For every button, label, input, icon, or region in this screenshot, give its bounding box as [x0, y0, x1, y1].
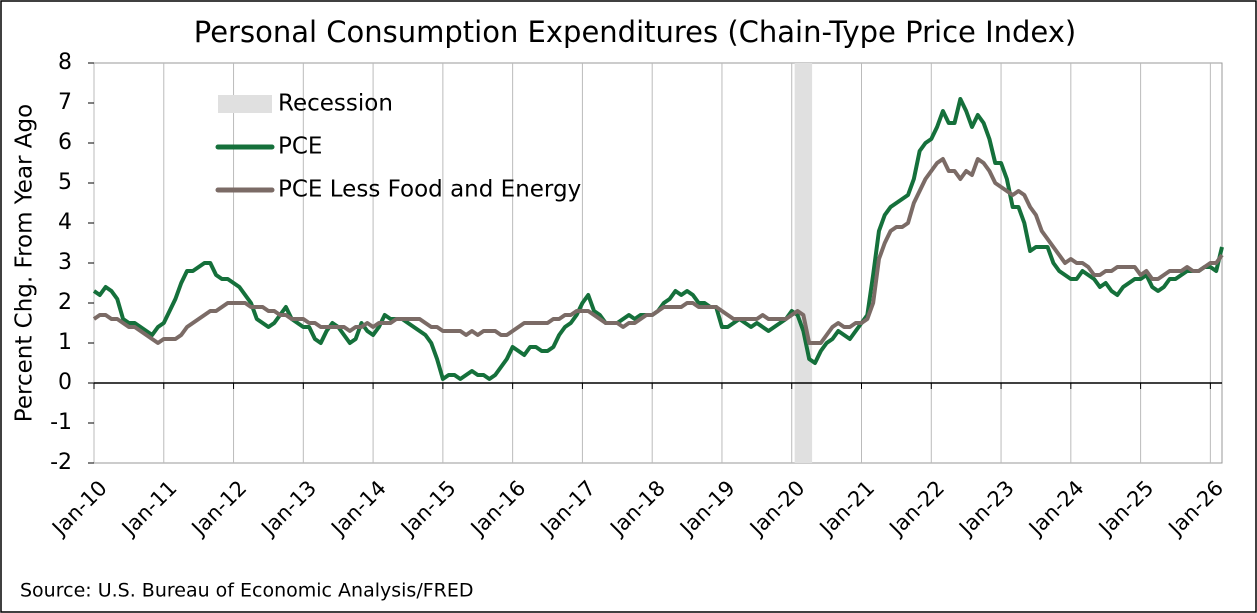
- y-tick-label: 1: [58, 330, 72, 355]
- y-tick-label: 3: [58, 250, 72, 275]
- recession-band: [794, 63, 813, 463]
- source-note: Source: U.S. Bureau of Economic Analysis…: [20, 580, 474, 602]
- y-tick-label: 2: [58, 290, 72, 315]
- y-tick-label: 8: [58, 50, 72, 75]
- legend-swatch: [218, 95, 272, 113]
- legend-label: PCE: [278, 134, 322, 160]
- chart-title: Personal Consumption Expenditures (Chain…: [194, 15, 1076, 49]
- y-tick-label: -1: [50, 410, 72, 435]
- y-tick-label: 5: [58, 170, 72, 195]
- y-tick-label: 4: [58, 210, 72, 235]
- y-axis-label: Percent Chg. From Year Ago: [12, 104, 38, 422]
- y-tick-label: 0: [58, 370, 72, 395]
- legend-label: PCE Less Food and Energy: [278, 177, 581, 203]
- legend-label: Recession: [278, 91, 393, 117]
- plot-area: [93, 62, 1223, 464]
- y-tick-label: -2: [50, 450, 72, 475]
- series-line: [92, 157, 1224, 345]
- y-tick-label: 6: [58, 130, 72, 155]
- y-tick-label: 7: [58, 90, 72, 115]
